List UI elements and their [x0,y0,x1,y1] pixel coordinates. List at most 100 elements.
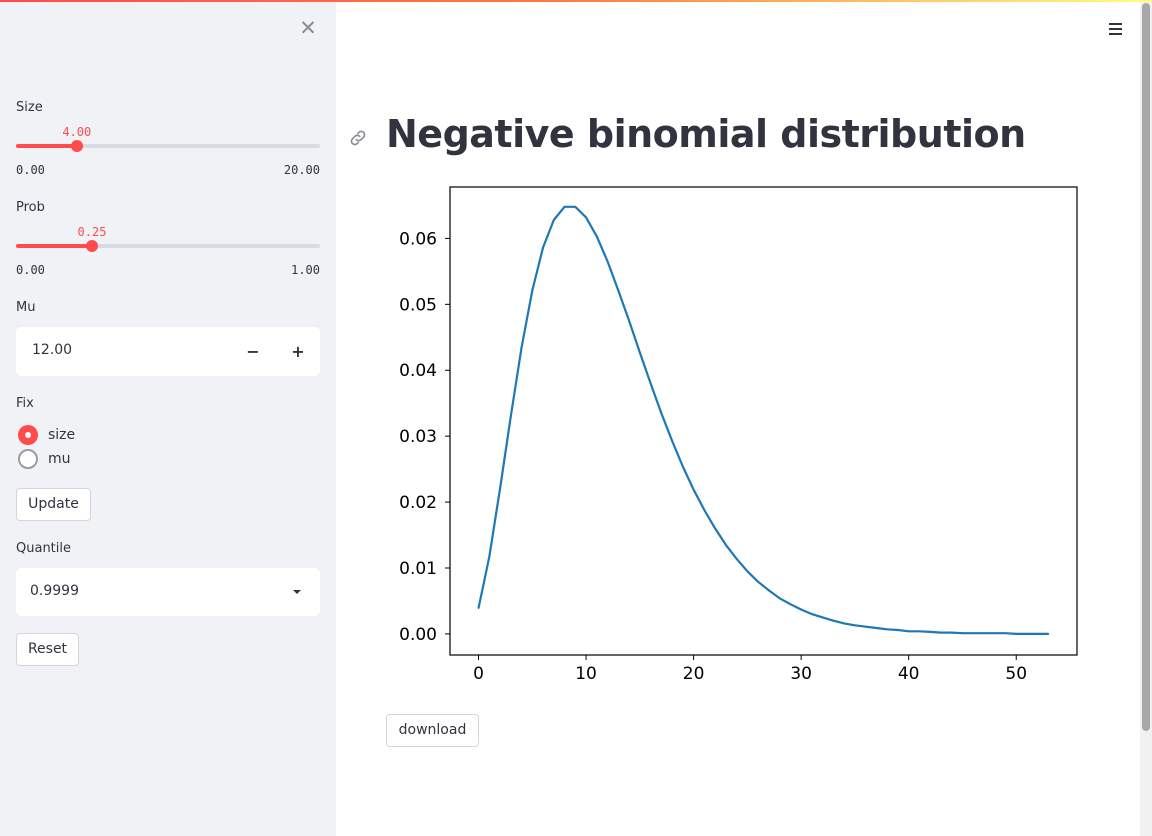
sidebar: ✕ Size 4.00 0.00 20.00 Prob 0.25 0.00 1.… [0,0,336,836]
data-point [843,622,845,625]
radio-checked-icon [18,425,38,445]
page-title: Negative binomial distribution [386,112,1026,156]
pmf-chart: 0 10 20 30 40 50 0.00 0.01 0.02 0.03 0.04 0.05 0.06 [399,186,1078,684]
data-point [993,632,996,634]
x-tick-label: 0 [473,664,484,684]
scrollbar[interactable] [1140,0,1152,836]
size-slider[interactable]: 4.00 0.00 20.00 [16,125,320,177]
data-point [940,631,942,634]
data-point [950,631,953,634]
data-point [692,488,695,491]
data-point [789,603,792,605]
scrollbar-thumb[interactable] [1142,3,1150,731]
data-point [649,382,652,385]
data-point [800,608,802,611]
data-point [897,629,899,631]
series-line [477,205,1049,635]
data-point [983,632,985,634]
radio-label: size [48,427,76,443]
data-point [1015,633,1017,635]
data-point [606,260,609,263]
download-button[interactable]: download [386,714,479,747]
data-point [768,589,770,592]
y-tick-label: 0.00 [399,625,437,645]
data-point [617,289,620,292]
link-icon[interactable] [348,128,368,148]
plot-area [449,186,1078,656]
update-button[interactable]: Update [16,488,91,521]
radio-unchecked-icon [18,449,38,469]
data-point [1004,632,1007,634]
data-point [703,509,706,511]
slider-max: 20.00 [283,163,320,177]
slider-value: 0.25 [77,225,107,239]
data-point [972,632,974,634]
data-point [1047,633,1050,635]
data-point [854,624,856,627]
mu-decrement-button[interactable]: − [246,342,260,361]
y-tick-label: 0.02 [399,493,437,513]
prob-label: Prob [16,200,45,215]
fix-label: Fix [16,396,34,411]
x-tick-label: 50 [1005,664,1027,684]
y-tick-label: 0.04 [399,361,437,381]
data-point [639,351,641,354]
slider-min: 0.00 [16,263,45,277]
slider-thumb[interactable] [86,240,98,252]
data-point [542,246,544,249]
quantile-select[interactable]: 0.9999 [16,568,320,616]
slider-min: 0.00 [16,163,45,177]
y-tick-label: 0.01 [399,559,437,579]
radio-label: mu [48,451,71,467]
top-decoration-bar [0,0,1152,2]
y-tick-label: 0.06 [399,229,437,249]
close-sidebar-icon[interactable]: ✕ [299,16,317,40]
data-point [531,289,534,292]
slider-value: 4.00 [62,125,92,139]
mu-label: Mu [16,300,36,315]
mu-input-field[interactable]: 12.00 [32,342,73,358]
data-point [725,544,727,546]
data-point [585,216,587,219]
data-point [811,613,813,615]
mu-increment-button[interactable]: + [291,342,305,361]
slider-thumb[interactable] [70,140,83,152]
hamburger-menu-icon[interactable] [1108,22,1124,36]
quantile-selected-value: 0.9999 [30,583,79,599]
slider-track [16,144,320,148]
x-tick-label: 10 [575,664,597,684]
x-tick-label: 30 [790,664,812,684]
fix-radio-mu[interactable]: mu [18,449,71,469]
data-point [477,607,480,609]
data-point [886,628,888,631]
data-point [864,625,867,628]
data-point [499,488,501,490]
data-point [574,206,577,208]
data-point [778,597,781,600]
y-tick-label: 0.03 [399,427,437,447]
data-point [918,630,921,633]
chevron-down-icon [293,590,301,594]
data-point [488,556,491,558]
data-point [563,206,566,208]
data-point [929,631,931,633]
slider-max: 1.00 [291,263,320,277]
prob-slider[interactable]: 0.25 0.00 1.00 [16,225,320,277]
data-point [832,619,835,622]
data-point [520,347,523,349]
data-point [596,235,598,238]
data-point [746,570,749,573]
x-tick-label: 20 [683,664,705,684]
data-point [682,465,684,468]
y-tick-label: 0.05 [399,295,437,315]
data-point [735,558,738,560]
slider-fill [16,144,77,148]
size-label: Size [16,100,43,115]
data-point [875,627,878,629]
quantile-label: Quantile [16,541,71,556]
fix-radio-size[interactable]: size [18,425,75,445]
data-point [757,581,759,583]
reset-button[interactable]: Reset [16,633,79,666]
data-point [961,632,964,634]
data-point [660,412,663,414]
